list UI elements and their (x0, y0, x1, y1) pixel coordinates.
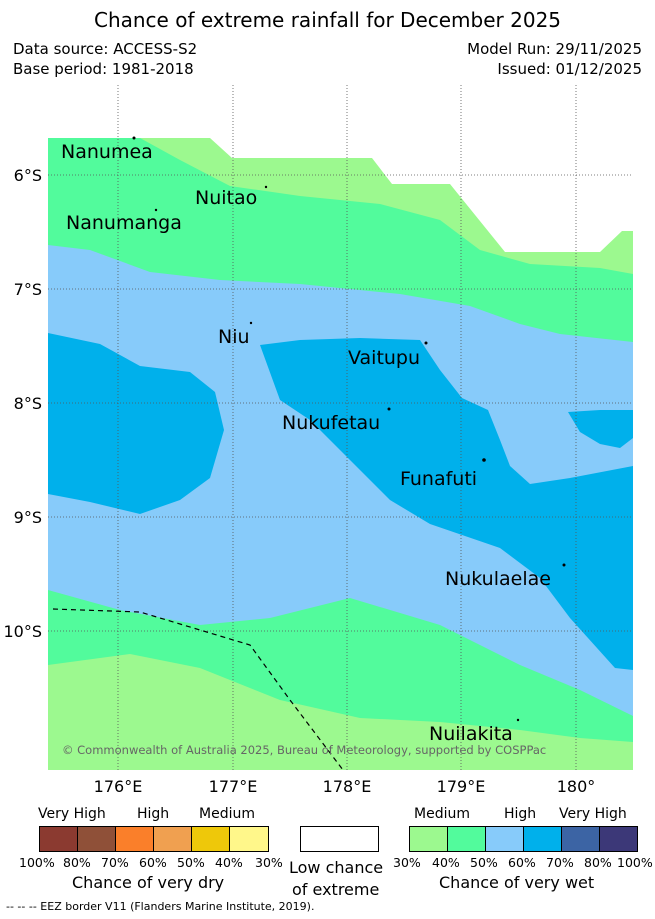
data-source: Data source: ACCESS-S2 (13, 40, 198, 58)
low-chance-swatch (300, 826, 379, 852)
wet-high-west-area (48, 333, 224, 514)
wet-pct-70: 70% (546, 855, 574, 870)
dry-swatch-30-40 (229, 826, 269, 852)
wet-swatch-80-100 (599, 826, 638, 852)
place-label-nuilakita: Nuilakita (429, 723, 513, 745)
wet-high-label: High (504, 806, 537, 822)
place-label-niu: Niu (218, 326, 250, 348)
base-period: Base period: 1981-2018 (13, 60, 194, 78)
graticule (48, 85, 633, 770)
dry-pct-60: 60% (139, 855, 167, 870)
place-label-funafuti: Funafuti (400, 468, 477, 490)
wet-medium-lower-area (48, 654, 633, 770)
dry-swatch-50-60 (153, 826, 192, 852)
eez-border-note: -- -- -- EEZ border V11 (Flanders Marine… (6, 900, 315, 913)
eez-border (52, 608, 344, 771)
island-niu (249, 321, 253, 325)
copyright-notice: © Commonwealth of Australia 2025, Bureau… (62, 743, 546, 757)
island-funafuti (482, 458, 486, 462)
wet-medium-label: Medium (414, 806, 470, 822)
island-nukufetau (387, 407, 391, 411)
lat-label-7s: 7°S (14, 280, 42, 299)
dry-swatch-80-100 (39, 826, 78, 852)
island-nuilakita (516, 718, 520, 722)
dry-pct-80: 80% (63, 855, 91, 870)
wet-pct-80: 80% (584, 855, 612, 870)
dry-swatch-60-70 (115, 826, 154, 852)
dry-swatch-70-80 (77, 826, 116, 852)
lon-label-179e: 179°E (437, 777, 486, 796)
map-title: Chance of extreme rainfall for December … (93, 8, 562, 32)
wet-swatch-30-40 (409, 826, 448, 852)
wet-pct-60: 60% (508, 855, 536, 870)
low-chance-label-line2: of extreme (292, 880, 380, 899)
dry-high-label: High (137, 806, 170, 822)
place-label-nukulaelae: Nukulaelae (445, 568, 551, 590)
wet-pct-30: 30% (393, 855, 421, 870)
place-label-nukufetau: Nukufetau (282, 412, 380, 434)
place-label-nanumea: Nanumea (61, 141, 153, 163)
island-nanumea (132, 136, 136, 140)
dry-pct-40: 40% (215, 855, 243, 870)
wet-swatch-70-80 (561, 826, 600, 852)
lat-label-10s: 10°S (3, 622, 42, 641)
wet-pct-50: 50% (470, 855, 498, 870)
low-chance-label-line1: Low chance (289, 858, 384, 877)
island-nanumanga (154, 208, 158, 212)
island-vaitupu (424, 341, 428, 345)
lat-label-6s: 6°S (14, 166, 42, 185)
issued-date: Issued: 01/12/2025 (497, 60, 642, 78)
islands (132, 136, 566, 722)
wet-swatch-60-70 (523, 826, 562, 852)
dry-pct-70: 70% (101, 855, 129, 870)
lon-label-180: 180° (557, 777, 596, 796)
lon-label-176e: 176°E (94, 777, 143, 796)
island-nukulaelae (562, 563, 566, 567)
dry-pct-30: 30% (255, 855, 283, 870)
lon-label-177e: 177°E (209, 777, 258, 796)
place-label-vaitupu: Vaitupu (348, 347, 420, 369)
model-run: Model Run: 29/11/2025 (467, 40, 642, 58)
lat-label-8s: 8°S (14, 394, 42, 413)
place-label-nanumanga: Nanumanga (66, 212, 182, 234)
dry-swatch-40-50 (191, 826, 230, 852)
lon-label-178e: 178°E (323, 777, 372, 796)
dry-very-high-label: Very High (38, 806, 106, 822)
dry-pct-100: 100% (19, 855, 55, 870)
wet-pct-100: 100% (617, 855, 653, 870)
wet-swatch-50-60 (485, 826, 524, 852)
lat-label-9s: 9°S (14, 508, 42, 527)
dry-pct-50: 50% (177, 855, 205, 870)
dry-legend-caption: Chance of very dry (72, 873, 225, 892)
place-label-nuitao: Nuitao (195, 187, 257, 209)
dry-medium-label: Medium (199, 806, 255, 822)
wet-very-high-label: Very High (559, 806, 627, 822)
wet-high-east-area (568, 410, 633, 448)
island-nuitao (264, 185, 268, 189)
wet-high-central-area (260, 338, 633, 670)
wet-pct-40: 40% (432, 855, 460, 870)
wet-high-light-area (48, 245, 633, 716)
wet-swatch-40-50 (447, 826, 486, 852)
wet-legend-caption: Chance of very wet (439, 873, 595, 892)
